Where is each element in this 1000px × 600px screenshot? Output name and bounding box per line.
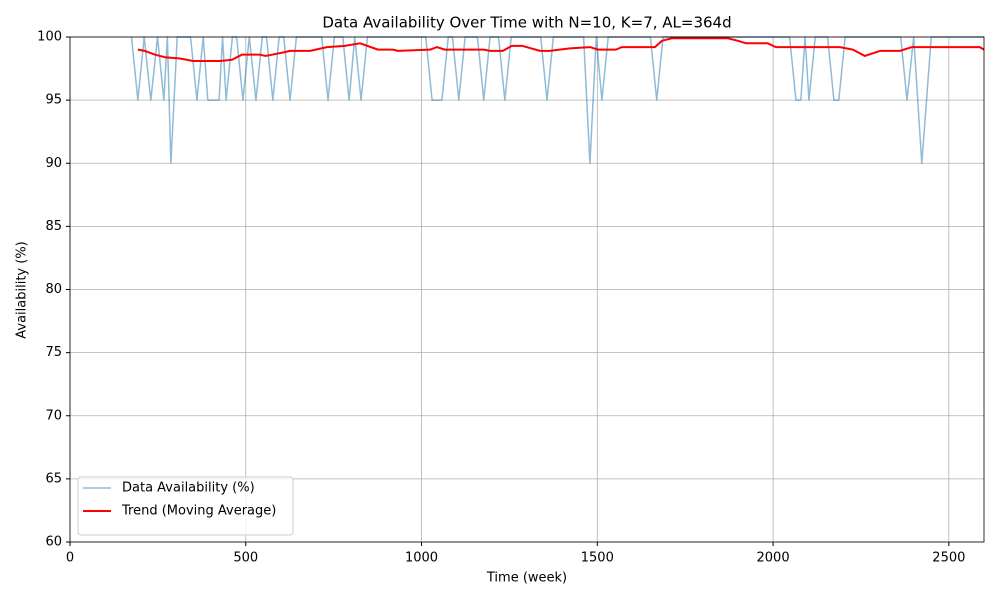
chart-title: Data Availability Over Time with N=10, K… — [322, 14, 731, 32]
x-tick-label: 0 — [66, 551, 74, 566]
y-tick-label: 70 — [45, 408, 62, 423]
y-tick-label: 60 — [45, 535, 62, 550]
y-tick-label: 100 — [37, 30, 62, 45]
x-tick-label: 2000 — [757, 551, 790, 566]
plot-area — [130, 36, 985, 164]
y-axis-label: Availability (%) — [15, 241, 30, 339]
y-tick-label: 85 — [45, 219, 62, 234]
y-tick-label: 75 — [45, 345, 62, 360]
ticks: 0 500 1000 1500 2000 2500 60 65 70 75 80 85 90 95 100 — [37, 30, 965, 566]
x-tick-label: 1000 — [405, 551, 438, 566]
data-line — [130, 36, 984, 164]
x-tick-label: 1500 — [581, 551, 614, 566]
y-tick-label: 65 — [45, 471, 62, 486]
legend-box — [77, 476, 294, 536]
legend: Data Availability (%) Trend (Moving Avera… — [77, 476, 294, 536]
x-tick-label: 2500 — [932, 551, 965, 566]
y-tick-label: 90 — [45, 156, 62, 171]
legend-label: Trend (Moving Average) — [121, 504, 276, 519]
y-tick-label: 95 — [45, 93, 62, 108]
legend-label: Data Availability (%) — [122, 481, 255, 496]
x-axis-label: Time (week) — [486, 571, 567, 586]
data-line — [137, 37, 985, 62]
y-tick-label: 80 — [45, 282, 62, 297]
x-tick-label: 500 — [233, 551, 258, 566]
